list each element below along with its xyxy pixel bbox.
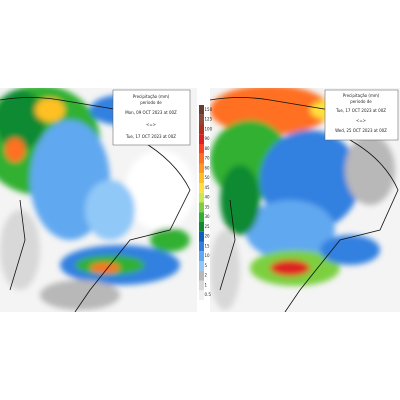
colorbar-label: 10 — [205, 253, 211, 258]
colorbar-swatch — [199, 290, 204, 300]
colorbar-swatch — [199, 105, 204, 115]
colorbar-swatch — [199, 173, 204, 183]
colorbar-label: 25 — [205, 224, 211, 229]
colorbar-label: 1 — [205, 282, 208, 287]
legend-end: Tue, 17 OCT 2023 at 00Z — [125, 134, 176, 139]
legend-separator: <=> — [356, 118, 366, 123]
colorbar-label: 20 — [205, 234, 211, 239]
legend-subtitle: período de — [140, 100, 162, 105]
colorbar-label: 40 — [205, 195, 211, 200]
legend-title: Precipitação (mm) — [133, 94, 170, 99]
legend-subtitle: período de — [350, 99, 372, 104]
colorbar-swatch — [199, 270, 204, 281]
colorbar-label: 100 — [205, 126, 213, 131]
colorbar-swatch — [199, 241, 204, 252]
colorbar-label: 5 — [205, 263, 208, 268]
colorbar-label: 60 — [205, 165, 211, 170]
colorbar-label: 80 — [205, 146, 211, 151]
colorbar-label: 50 — [205, 175, 211, 180]
colorbar-swatch — [199, 134, 204, 144]
colorbar: 150 125 100 90 80 70 60 50 45 40 35 30 25 20 15 10 5 2 1 0.… — [199, 105, 213, 300]
legend-box — [324, 89, 399, 141]
legend-start: Mon, 09 OCT 2023 at 00Z — [125, 110, 177, 115]
colorbar-swatch — [199, 212, 204, 222]
colorbar-swatch — [199, 163, 204, 174]
colorbar-label: 15 — [205, 243, 211, 248]
legend-start: Tue, 17 OCT 2023 at 00Z — [335, 108, 386, 113]
colorbar-label: 30 — [205, 214, 211, 219]
colorbar-swatch — [199, 144, 204, 154]
colorbar-label: 125 — [205, 117, 213, 122]
colorbar-swatch — [199, 280, 204, 291]
colorbar-label: 150 — [205, 107, 213, 112]
colorbar-swatch — [199, 202, 204, 213]
colorbar-swatch — [199, 183, 204, 193]
colorbar-swatch — [199, 251, 204, 261]
colorbar-label: 0.5 — [205, 292, 212, 297]
legend-separator: <=> — [146, 122, 156, 127]
legend-title: Precipitação (mm) — [343, 93, 380, 98]
colorbar-swatch — [199, 153, 204, 164]
legend-left: Precipitação (mm) período de Mon, 09 OCT… — [112, 89, 191, 146]
colorbar-label: 2 — [205, 273, 208, 278]
colorbar-swatch — [199, 231, 204, 242]
colorbar-label: 90 — [205, 136, 211, 141]
colorbar-swatch — [199, 114, 204, 125]
legend-right: Precipitação (mm) período de Tue, 17 OCT… — [324, 89, 399, 141]
colorbar-swatch — [199, 261, 204, 271]
colorbar-label: 70 — [205, 156, 211, 161]
legend-box — [112, 89, 191, 146]
colorbar-swatch — [199, 192, 204, 203]
colorbar-label: 45 — [205, 185, 211, 190]
colorbar-swatch — [199, 124, 204, 135]
colorbar-swatch — [199, 222, 204, 232]
legend-end: Wed, 25 OCT 2023 at 00Z — [335, 128, 387, 133]
colorbar-label: 35 — [205, 204, 211, 209]
